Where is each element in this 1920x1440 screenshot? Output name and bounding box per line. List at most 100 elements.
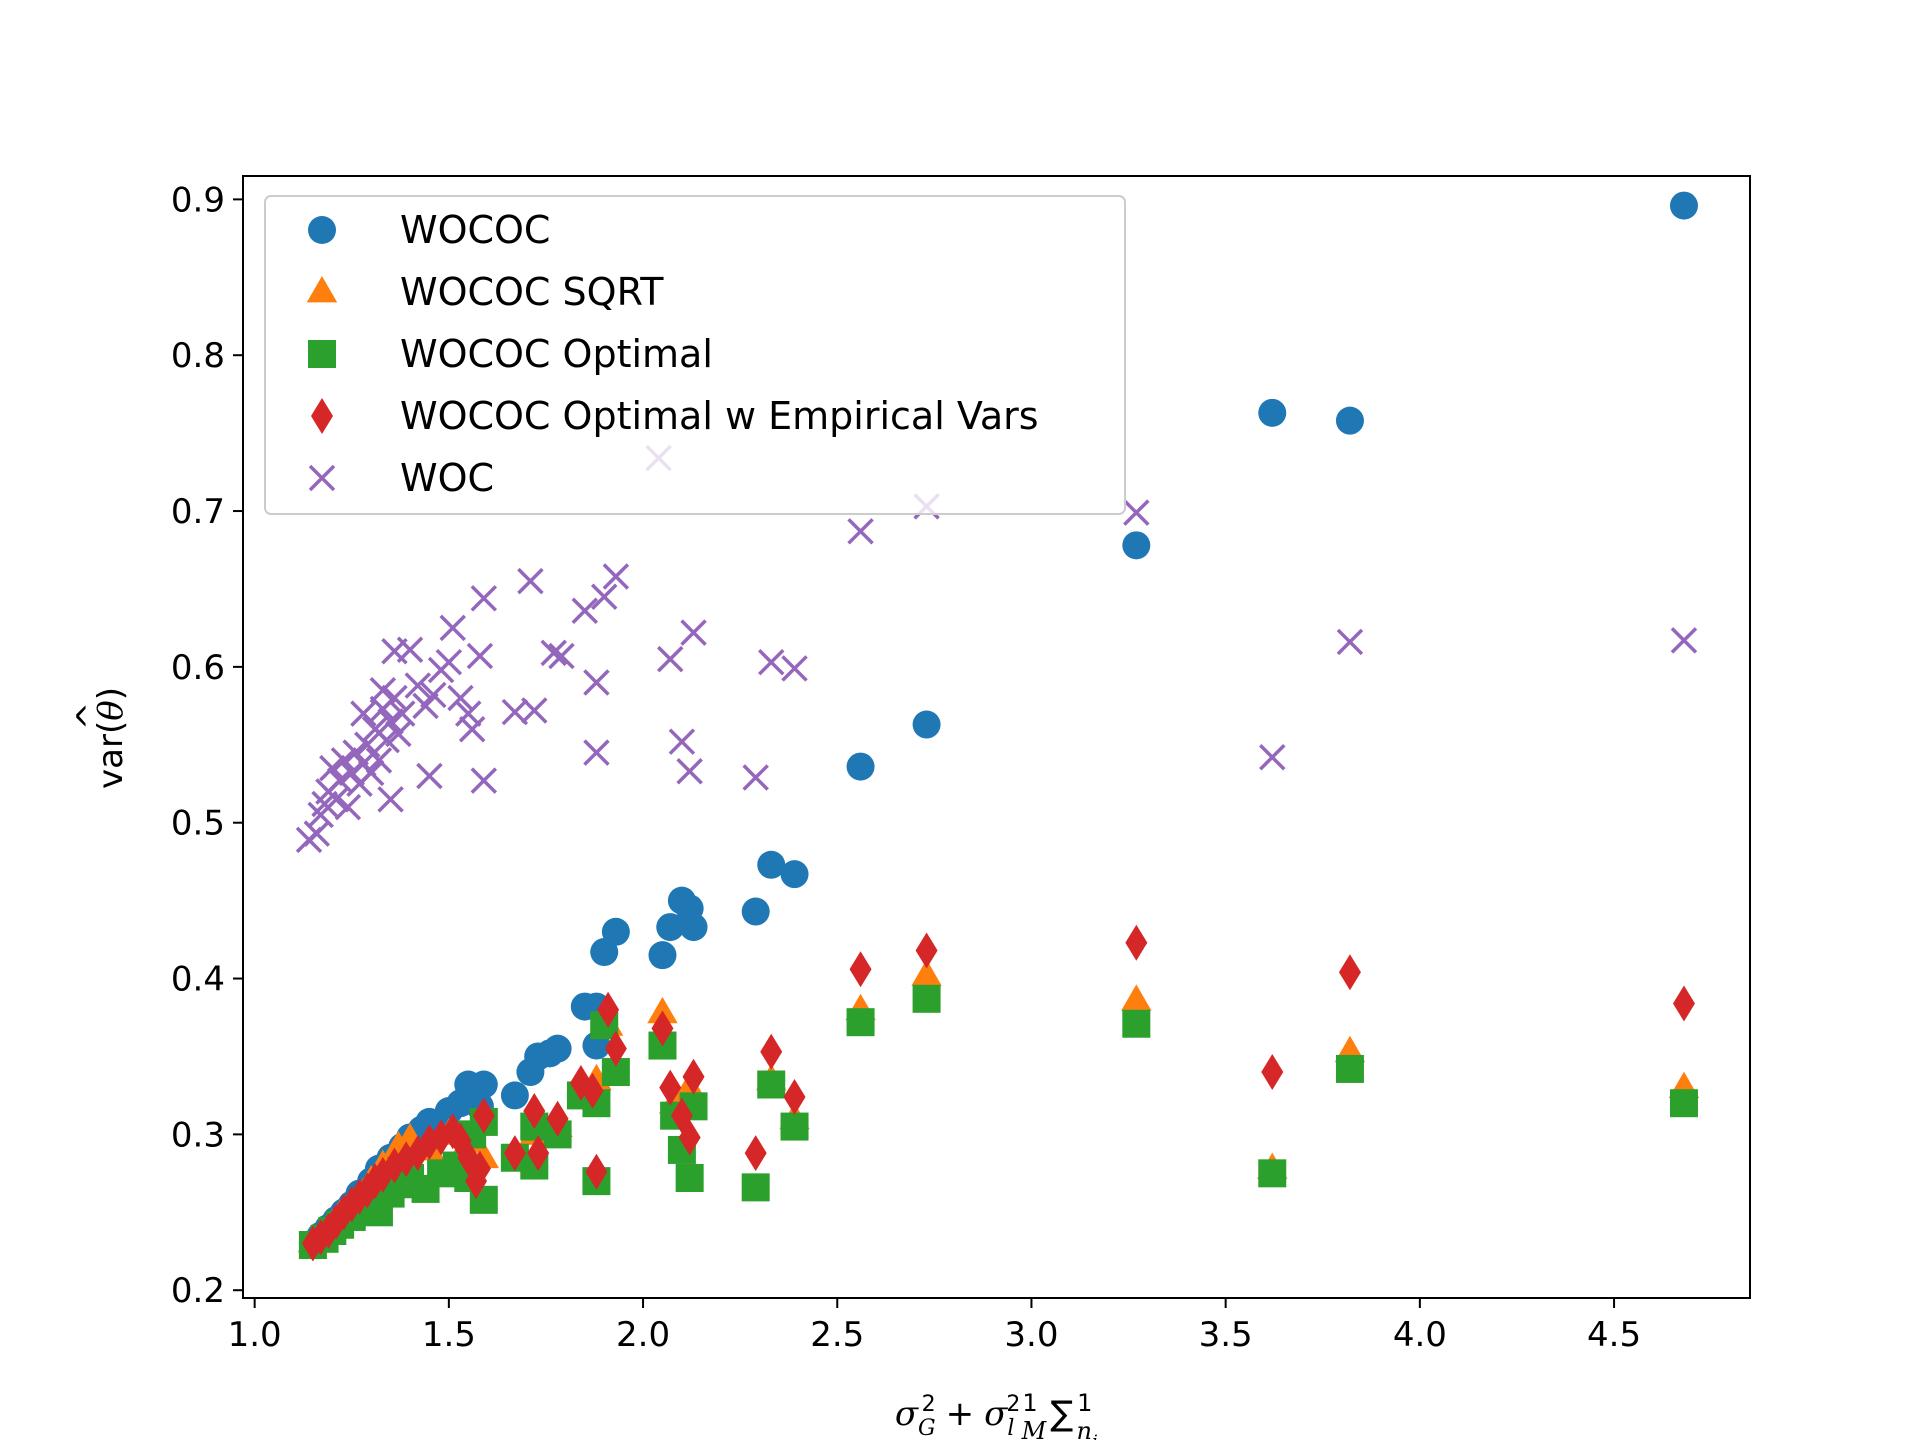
- data-point: [583, 739, 610, 766]
- x-label-sub-g: G: [918, 1416, 936, 1440]
- data-point: [648, 941, 677, 970]
- data-point: [1336, 628, 1364, 656]
- y-label-theta: θ: [91, 700, 131, 720]
- legend-item: WOC: [308, 456, 494, 500]
- data-point: [741, 1173, 770, 1202]
- data-point: [420, 681, 447, 709]
- data-point: [849, 951, 872, 988]
- legend-box: [264, 195, 1126, 515]
- data-point: [846, 752, 875, 781]
- data-point: [657, 645, 684, 673]
- data-point: [350, 700, 377, 727]
- data-point: [742, 764, 769, 791]
- data-point: [319, 754, 346, 782]
- y-tick-label: 0.2: [171, 1271, 225, 1311]
- data-point: [781, 655, 808, 682]
- data-point: [680, 619, 707, 646]
- data-point: [604, 1030, 627, 1067]
- data-point: [1122, 1009, 1151, 1038]
- x-label-sup-2b: 2: [1006, 1392, 1020, 1417]
- y-tick-label: 0.8: [171, 336, 225, 376]
- x-label-frac-m: M: [1021, 1417, 1048, 1440]
- data-point: [656, 913, 685, 942]
- data-point: [597, 991, 620, 1028]
- data-point: [1121, 984, 1152, 1011]
- x-tick-label: 2.0: [616, 1315, 670, 1355]
- data-point: [760, 1033, 783, 1070]
- data-point: [354, 731, 381, 759]
- data-point: [517, 567, 544, 595]
- legend-item: WOCOC Optimal: [308, 332, 713, 376]
- x-tick-label: 1.0: [228, 1315, 282, 1355]
- data-point: [780, 860, 809, 889]
- data-point: [381, 684, 408, 712]
- data-point: [1669, 1089, 1698, 1118]
- data-point: [583, 669, 610, 696]
- y-tick-label: 0.6: [171, 648, 225, 688]
- data-point: [1258, 398, 1287, 427]
- data-point: [590, 583, 618, 610]
- data-point: [1261, 1054, 1284, 1091]
- data-point: [416, 762, 443, 790]
- legend-marker: [306, 276, 338, 303]
- data-point: [780, 1112, 809, 1141]
- y-label-prefix: var(: [91, 721, 131, 789]
- legend-marker: [311, 398, 333, 434]
- data-point: [543, 1034, 572, 1063]
- x-tick-label: 4.0: [1393, 1315, 1447, 1355]
- x-label-sum: ∑: [1050, 1394, 1073, 1434]
- x-label-frac-one-a: 1: [1022, 1389, 1037, 1417]
- data-point: [1125, 924, 1148, 961]
- data-point: [744, 1135, 767, 1172]
- data-point: [678, 1119, 701, 1156]
- data-point: [757, 648, 785, 676]
- data-point: [585, 1153, 608, 1190]
- data-point: [602, 563, 630, 590]
- data-point: [540, 639, 567, 667]
- data-point: [1258, 1159, 1287, 1188]
- y-tick-label: 0.7: [171, 492, 225, 532]
- legend-label: WOCOC: [400, 208, 550, 252]
- y-tick-label: 0.3: [171, 1115, 225, 1155]
- legend-item: WOCOC: [308, 208, 550, 252]
- legend-label: WOCOC SQRT: [400, 270, 664, 314]
- data-point: [679, 913, 708, 942]
- legend-marker: [308, 340, 336, 368]
- x-label-sup-2a: 2: [922, 1392, 936, 1417]
- data-point: [389, 700, 416, 727]
- data-point: [334, 793, 362, 821]
- x-label-sigma-l: σ: [984, 1394, 1008, 1434]
- x-tick-label: 4.5: [1587, 1315, 1641, 1355]
- data-point: [659, 1069, 682, 1106]
- y-label-hat: ^: [70, 702, 110, 731]
- data-point: [521, 697, 548, 724]
- data-point: [741, 897, 770, 926]
- data-point: [500, 1081, 529, 1110]
- data-point: [912, 710, 941, 739]
- data-point: [1338, 954, 1361, 991]
- y-axis-label: var(θ): [91, 687, 131, 789]
- data-point: [396, 636, 424, 663]
- data-point: [439, 614, 466, 642]
- legend-label: WOCOC Optimal: [400, 332, 713, 376]
- data-point: [682, 1058, 705, 1095]
- x-tick-label: 3.0: [1004, 1315, 1058, 1355]
- x-tick-label: 3.5: [1199, 1315, 1253, 1355]
- data-point: [601, 917, 630, 946]
- legend-item: WOCOC SQRT: [306, 270, 664, 314]
- data-point: [590, 938, 619, 967]
- data-point: [1335, 1054, 1364, 1083]
- data-point: [757, 850, 786, 879]
- data-point: [1122, 531, 1151, 560]
- data-point: [455, 700, 482, 727]
- data-point: [369, 677, 397, 704]
- data-point: [1123, 499, 1150, 526]
- data-point: [458, 715, 486, 743]
- y-label-suffix: ): [91, 687, 131, 700]
- data-point: [912, 984, 941, 1013]
- legend-item: WOCOC Optimal w Empirical Vars: [311, 394, 1039, 438]
- plot-frame: [242, 175, 1751, 1299]
- x-tick-label: 2.5: [810, 1315, 864, 1355]
- y-tick-label: 0.5: [171, 804, 225, 844]
